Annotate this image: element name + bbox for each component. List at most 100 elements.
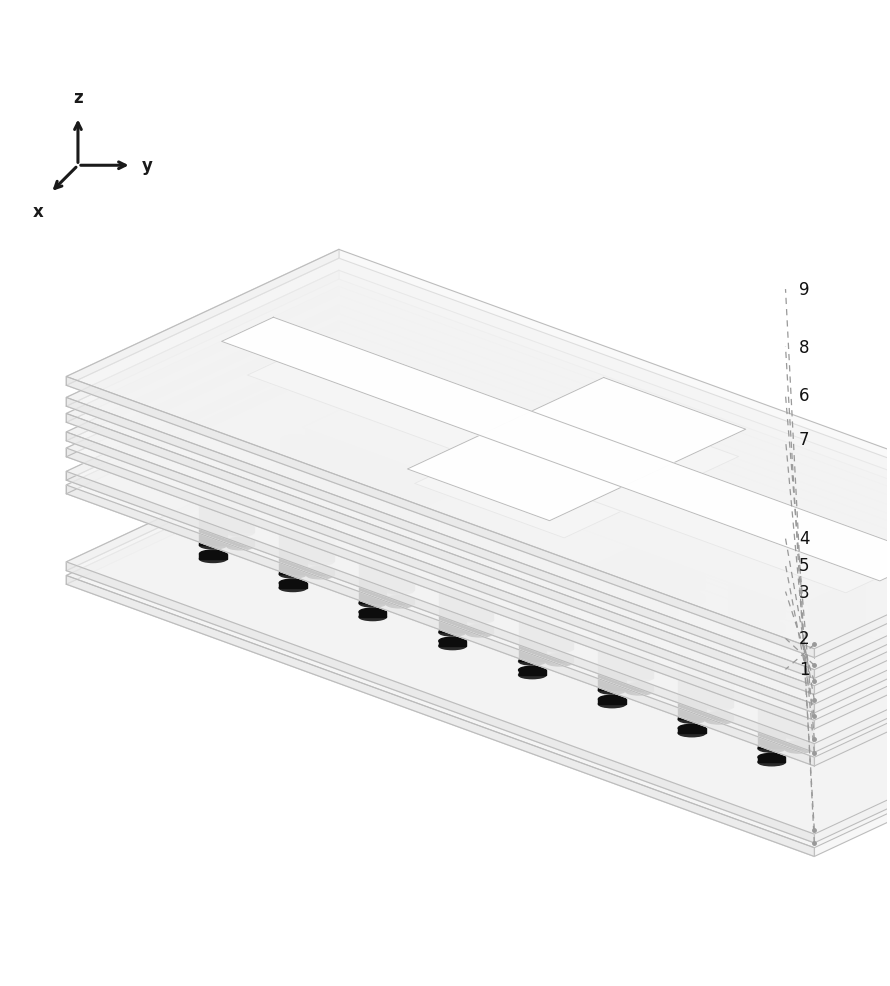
Ellipse shape [785, 740, 813, 748]
Polygon shape [67, 435, 890, 834]
Ellipse shape [465, 559, 493, 567]
Ellipse shape [306, 501, 333, 509]
Polygon shape [837, 655, 863, 660]
Ellipse shape [466, 625, 493, 632]
Polygon shape [410, 523, 438, 528]
Polygon shape [67, 398, 814, 678]
Ellipse shape [359, 613, 386, 621]
Ellipse shape [279, 580, 307, 587]
Polygon shape [67, 444, 890, 843]
Ellipse shape [490, 471, 517, 478]
Polygon shape [410, 446, 438, 514]
Polygon shape [199, 554, 227, 559]
Polygon shape [756, 549, 784, 617]
Ellipse shape [889, 684, 890, 691]
Ellipse shape [517, 527, 545, 533]
Ellipse shape [330, 494, 358, 502]
Ellipse shape [597, 555, 624, 563]
Ellipse shape [517, 535, 545, 542]
Ellipse shape [199, 473, 227, 481]
Ellipse shape [199, 550, 227, 558]
Polygon shape [67, 377, 814, 658]
Ellipse shape [519, 671, 546, 679]
Polygon shape [706, 716, 732, 721]
Ellipse shape [306, 558, 334, 566]
Ellipse shape [601, 552, 627, 559]
Ellipse shape [756, 627, 784, 634]
Ellipse shape [678, 648, 706, 656]
Polygon shape [222, 317, 890, 582]
Ellipse shape [729, 626, 756, 633]
Polygon shape [756, 626, 784, 631]
Polygon shape [306, 494, 334, 562]
Ellipse shape [306, 567, 334, 575]
Polygon shape [67, 315, 890, 713]
Ellipse shape [837, 574, 863, 582]
Ellipse shape [809, 587, 837, 595]
Ellipse shape [676, 585, 704, 592]
Ellipse shape [809, 664, 837, 671]
Text: 3: 3 [799, 583, 809, 600]
Polygon shape [67, 562, 814, 843]
Text: z: z [73, 89, 83, 106]
Ellipse shape [281, 504, 309, 512]
Ellipse shape [410, 510, 438, 518]
Ellipse shape [546, 645, 573, 653]
Polygon shape [729, 638, 756, 643]
Polygon shape [67, 306, 890, 704]
Ellipse shape [756, 622, 784, 629]
Ellipse shape [625, 617, 652, 624]
Ellipse shape [437, 511, 465, 519]
Polygon shape [67, 321, 339, 458]
Polygon shape [247, 348, 890, 594]
Ellipse shape [439, 629, 466, 636]
Ellipse shape [330, 490, 358, 497]
Text: 4: 4 [799, 529, 809, 548]
Polygon shape [785, 668, 813, 736]
Text: 9: 9 [799, 281, 809, 299]
Polygon shape [626, 610, 653, 678]
Ellipse shape [439, 638, 466, 645]
Ellipse shape [676, 593, 704, 600]
Polygon shape [570, 581, 597, 586]
Polygon shape [386, 523, 414, 591]
Polygon shape [465, 486, 493, 554]
Ellipse shape [519, 667, 546, 674]
Ellipse shape [570, 568, 597, 576]
Ellipse shape [570, 577, 597, 584]
Ellipse shape [625, 540, 652, 548]
Ellipse shape [386, 587, 414, 595]
Ellipse shape [361, 541, 388, 549]
Ellipse shape [521, 523, 548, 530]
Ellipse shape [330, 481, 358, 488]
Text: 7: 7 [799, 431, 809, 449]
Ellipse shape [625, 622, 652, 629]
Ellipse shape [545, 593, 572, 600]
Ellipse shape [546, 577, 573, 585]
Ellipse shape [756, 613, 784, 621]
Polygon shape [706, 639, 732, 707]
Ellipse shape [676, 598, 704, 605]
Ellipse shape [306, 424, 333, 432]
Polygon shape [517, 538, 545, 543]
Ellipse shape [521, 591, 548, 599]
Ellipse shape [521, 599, 548, 607]
Text: y: y [142, 157, 153, 176]
Polygon shape [67, 296, 890, 695]
Ellipse shape [358, 468, 385, 475]
Polygon shape [598, 622, 626, 690]
Polygon shape [67, 458, 890, 857]
Ellipse shape [545, 512, 572, 519]
Ellipse shape [521, 604, 548, 612]
Polygon shape [441, 498, 468, 566]
Ellipse shape [785, 733, 813, 740]
Polygon shape [625, 621, 652, 626]
Ellipse shape [546, 659, 573, 667]
Ellipse shape [465, 550, 493, 558]
Ellipse shape [785, 665, 813, 671]
Ellipse shape [597, 569, 624, 577]
Polygon shape [67, 287, 890, 686]
Polygon shape [67, 472, 814, 752]
Ellipse shape [410, 519, 438, 527]
Polygon shape [385, 533, 413, 538]
